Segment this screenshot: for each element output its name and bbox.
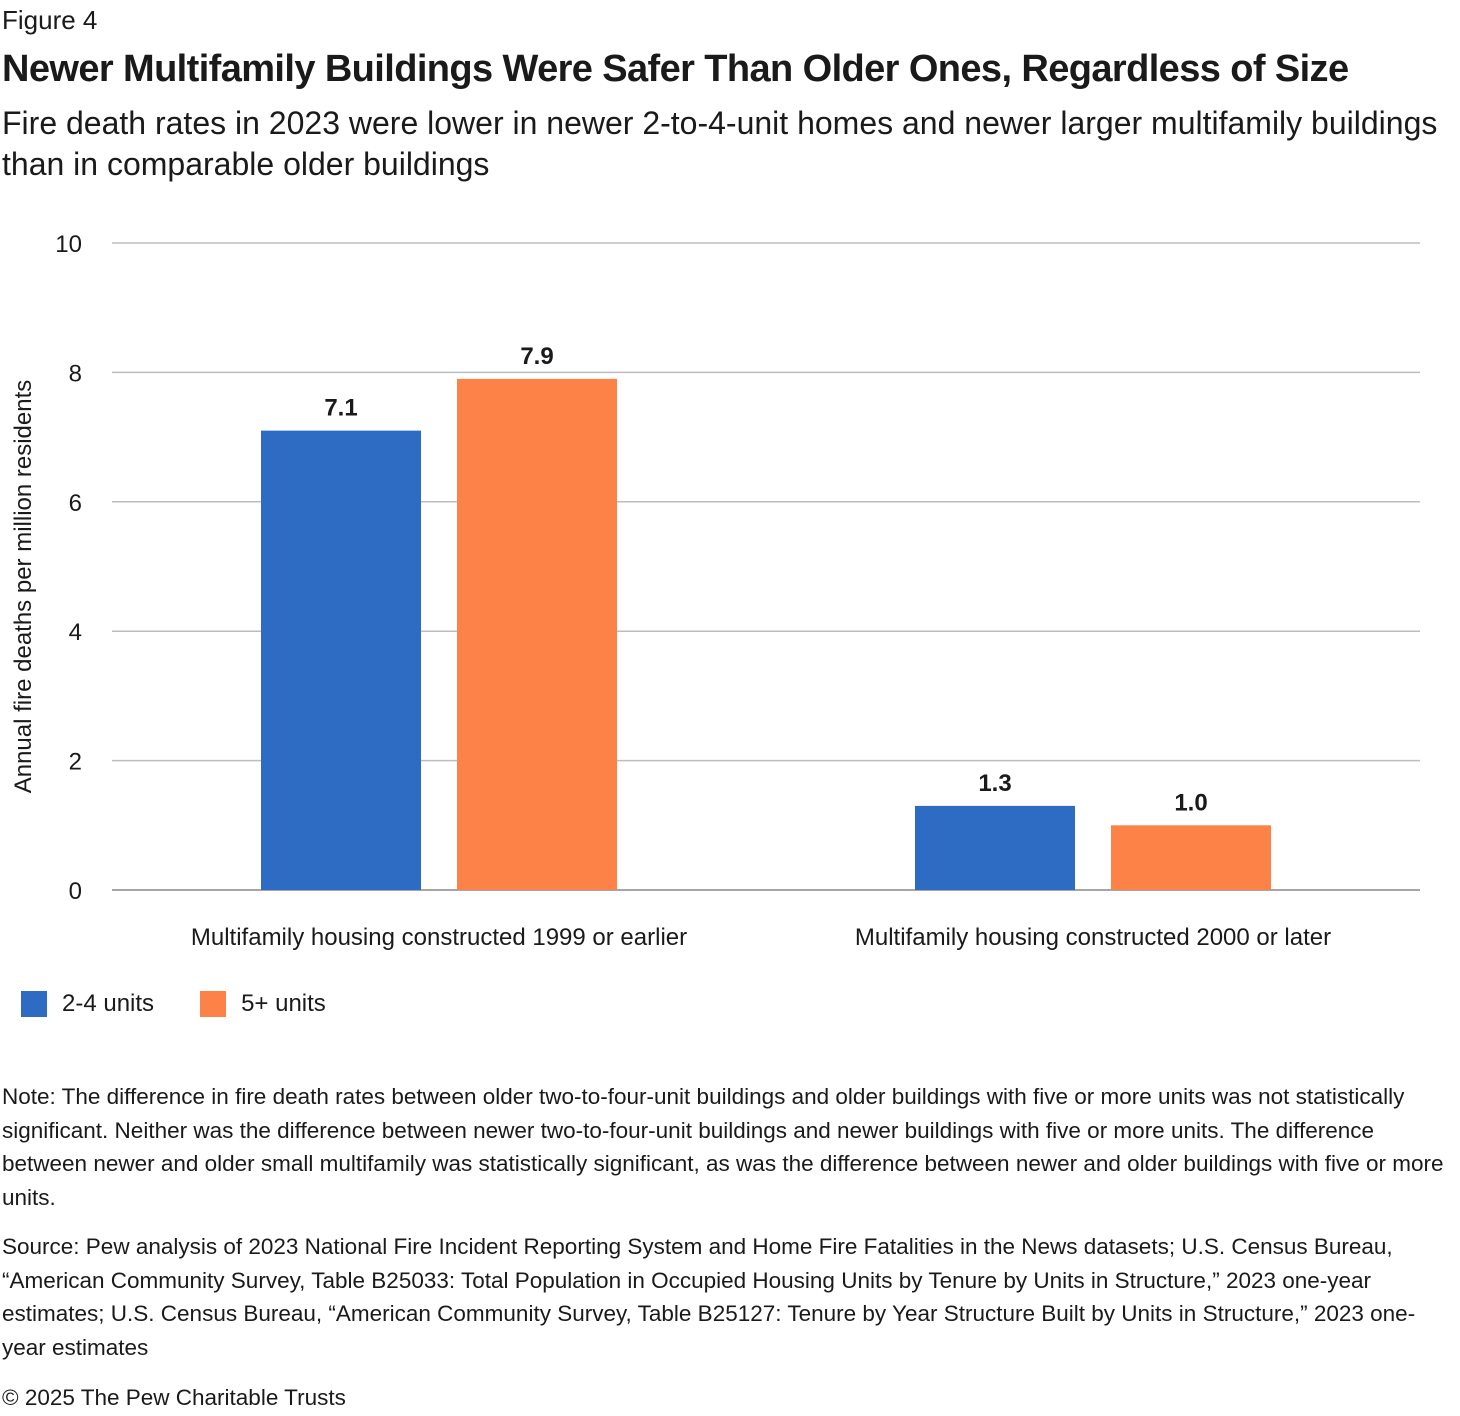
chart-legend: 2-4 units 5+ units [21, 989, 372, 1019]
chart-subtitle: Fire death rates in 2023 were lower in n… [2, 105, 1438, 182]
legend-item-5-plus-units: 5+ units [200, 989, 326, 1019]
chart-source: Source: Pew analysis of 2023 National Fi… [2, 1234, 1416, 1360]
data-label: 1.0 [1174, 789, 1207, 816]
data-label: 7.1 [324, 395, 357, 422]
bar-chart: 0 2 4 6 8 10 Annual fire deaths per million re… [10, 231, 1420, 951]
chart-title: Newer Multifamily Buildings Were Safer T… [2, 48, 1349, 90]
bar [457, 378, 617, 890]
chart-note: Note: The difference in fire death rates… [2, 1084, 1444, 1210]
bar [261, 430, 421, 890]
copyright: © 2025 The Pew Charitable Trusts [2, 1385, 346, 1410]
legend-item-2-4-units: 2-4 units [21, 989, 154, 1019]
y-tick-label: 8 [69, 360, 82, 387]
y-tick-label: 2 [69, 749, 82, 776]
x-category-label: Multifamily housing constructed 2000 or … [855, 924, 1331, 951]
y-tick-label: 4 [69, 619, 82, 646]
data-label: 1.3 [978, 770, 1011, 797]
legend-label-2-4-units: 2-4 units [62, 990, 155, 1017]
y-axis-title: Annual fire deaths per million residents [10, 380, 37, 794]
bar [1111, 825, 1271, 890]
figure-label: Figure 4 [2, 5, 98, 35]
legend-swatch-5-plus-units [200, 991, 227, 1017]
y-tick-label: 6 [69, 490, 82, 517]
legend-swatch-2-4-units [21, 991, 47, 1017]
y-tick-label: 0 [69, 878, 82, 905]
y-tick-label: 10 [55, 231, 82, 258]
x-category-label: Multifamily housing constructed 1999 or … [191, 924, 687, 951]
bar [915, 805, 1075, 890]
data-label: 7.9 [520, 343, 553, 370]
legend-label-5-plus-units: 5+ units [241, 990, 326, 1017]
